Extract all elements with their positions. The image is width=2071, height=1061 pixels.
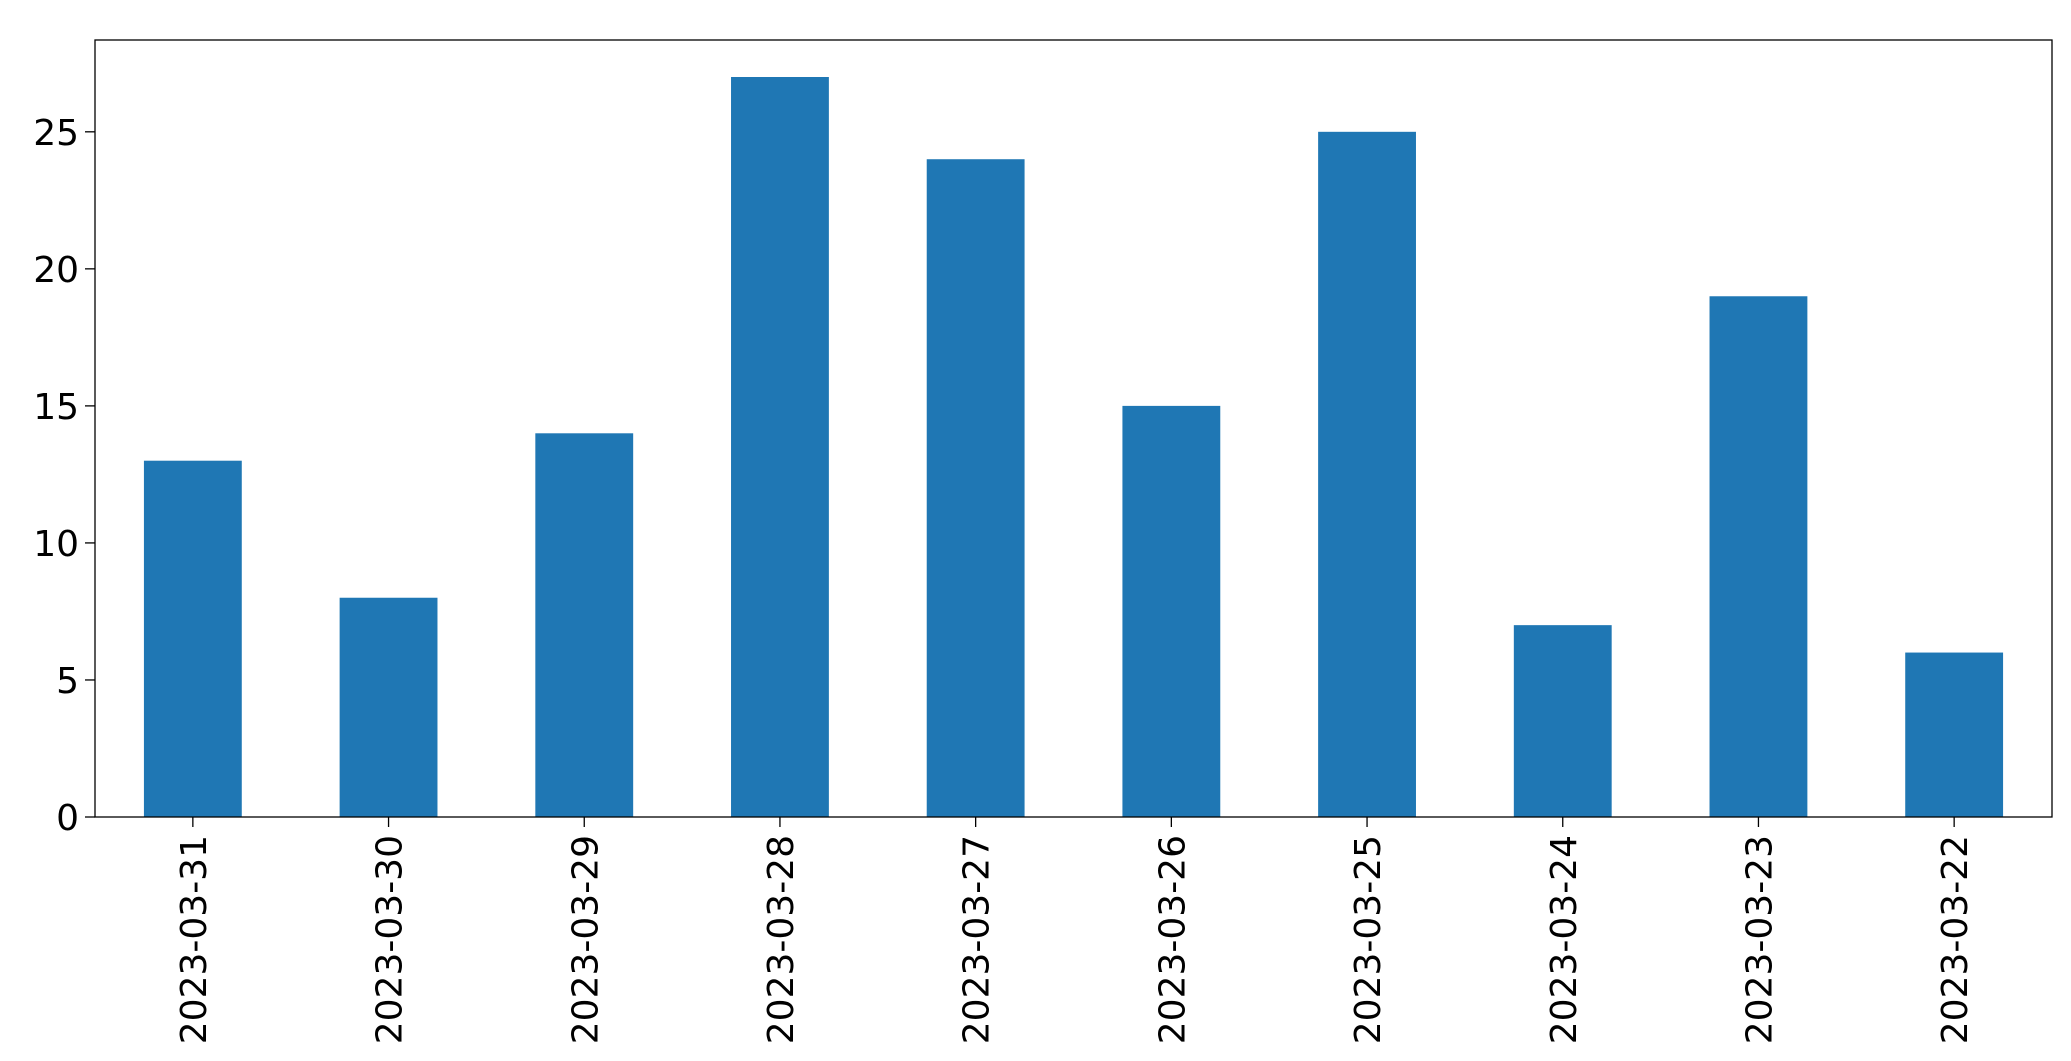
x-tick-label: 2023-03-27 [957, 835, 998, 1044]
y-tick-label: 5 [56, 661, 79, 702]
x-tick-label: 2023-03-31 [174, 835, 215, 1044]
y-tick-label: 25 [33, 113, 79, 154]
bar [1122, 405, 1221, 817]
bar [926, 159, 1025, 817]
y-tick-label: 10 [33, 524, 79, 565]
y-tick-label: 15 [33, 387, 79, 428]
bar [1318, 131, 1416, 817]
x-tick-label: 2023-03-29 [565, 835, 606, 1044]
plot-frame [94, 39, 2053, 818]
bar [339, 597, 438, 817]
bar [143, 460, 242, 817]
x-tick-label: 2023-03-23 [1739, 835, 1780, 1044]
bar [535, 433, 634, 817]
x-tick-label: 2023-03-30 [370, 835, 411, 1044]
x-tick-label: 2023-03-26 [1152, 835, 1193, 1044]
x-tick-label: 2023-03-28 [761, 835, 802, 1044]
bar [1709, 296, 1808, 817]
bar [731, 77, 829, 817]
bar [1905, 652, 2004, 817]
x-tick-label: 2023-03-25 [1348, 835, 1389, 1044]
x-tick-label: 2023-03-22 [1935, 835, 1976, 1044]
y-tick-label: 20 [33, 250, 79, 291]
x-tick-label: 2023-03-24 [1544, 835, 1585, 1044]
bar [1513, 625, 1612, 817]
y-tick-label: 0 [56, 798, 79, 839]
